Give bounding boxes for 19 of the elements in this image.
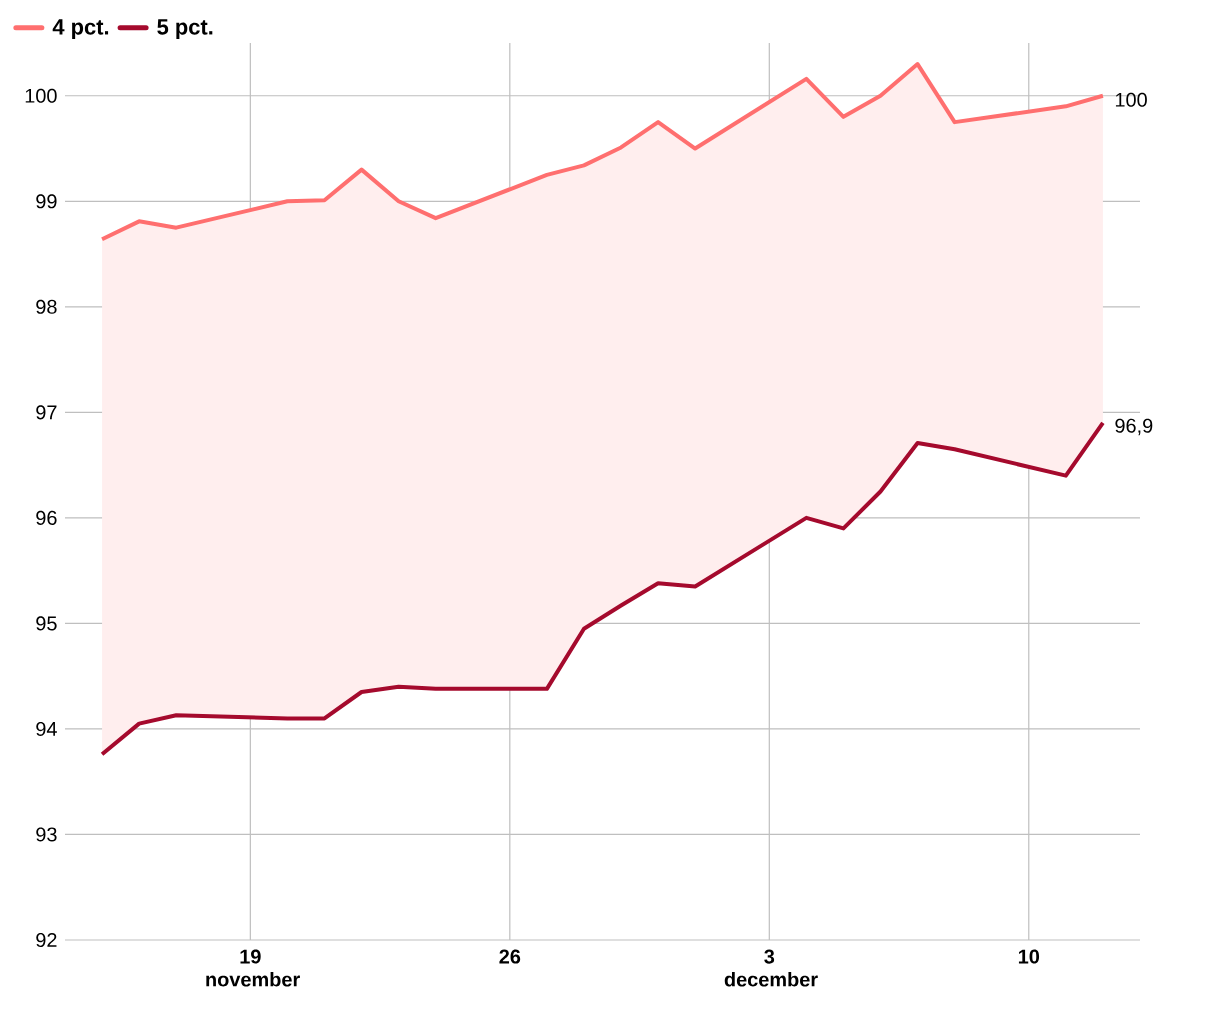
y-tick-label: 94 — [36, 721, 57, 736]
data-label: 100 — [1115, 92, 1147, 107]
x-tick-label: 3 december — [724, 949, 818, 987]
x-tick-label: 10 — [1018, 949, 1040, 964]
y-tick-label: 92 — [36, 932, 57, 948]
y-tick-label: 93 — [36, 827, 57, 842]
y-tick-label: 98 — [36, 299, 57, 314]
line-series — [100, 420, 1105, 757]
legend-label: 4 pct. — [52, 19, 109, 39]
y-tick-label: 96 — [36, 510, 57, 525]
y-tick-label: 99 — [36, 194, 57, 209]
x-tick-label: 19 november — [206, 949, 300, 987]
y-tick-label: 97 — [36, 405, 57, 420]
y-tick-label: 100 — [25, 88, 57, 103]
y-tick-label: 95 — [36, 616, 57, 631]
legend-label: 5 pct. — [157, 19, 213, 39]
line-series — [100, 62, 1105, 242]
data-label: 96,9 — [1115, 418, 1153, 436]
x-tick-label: 26 — [499, 949, 521, 964]
